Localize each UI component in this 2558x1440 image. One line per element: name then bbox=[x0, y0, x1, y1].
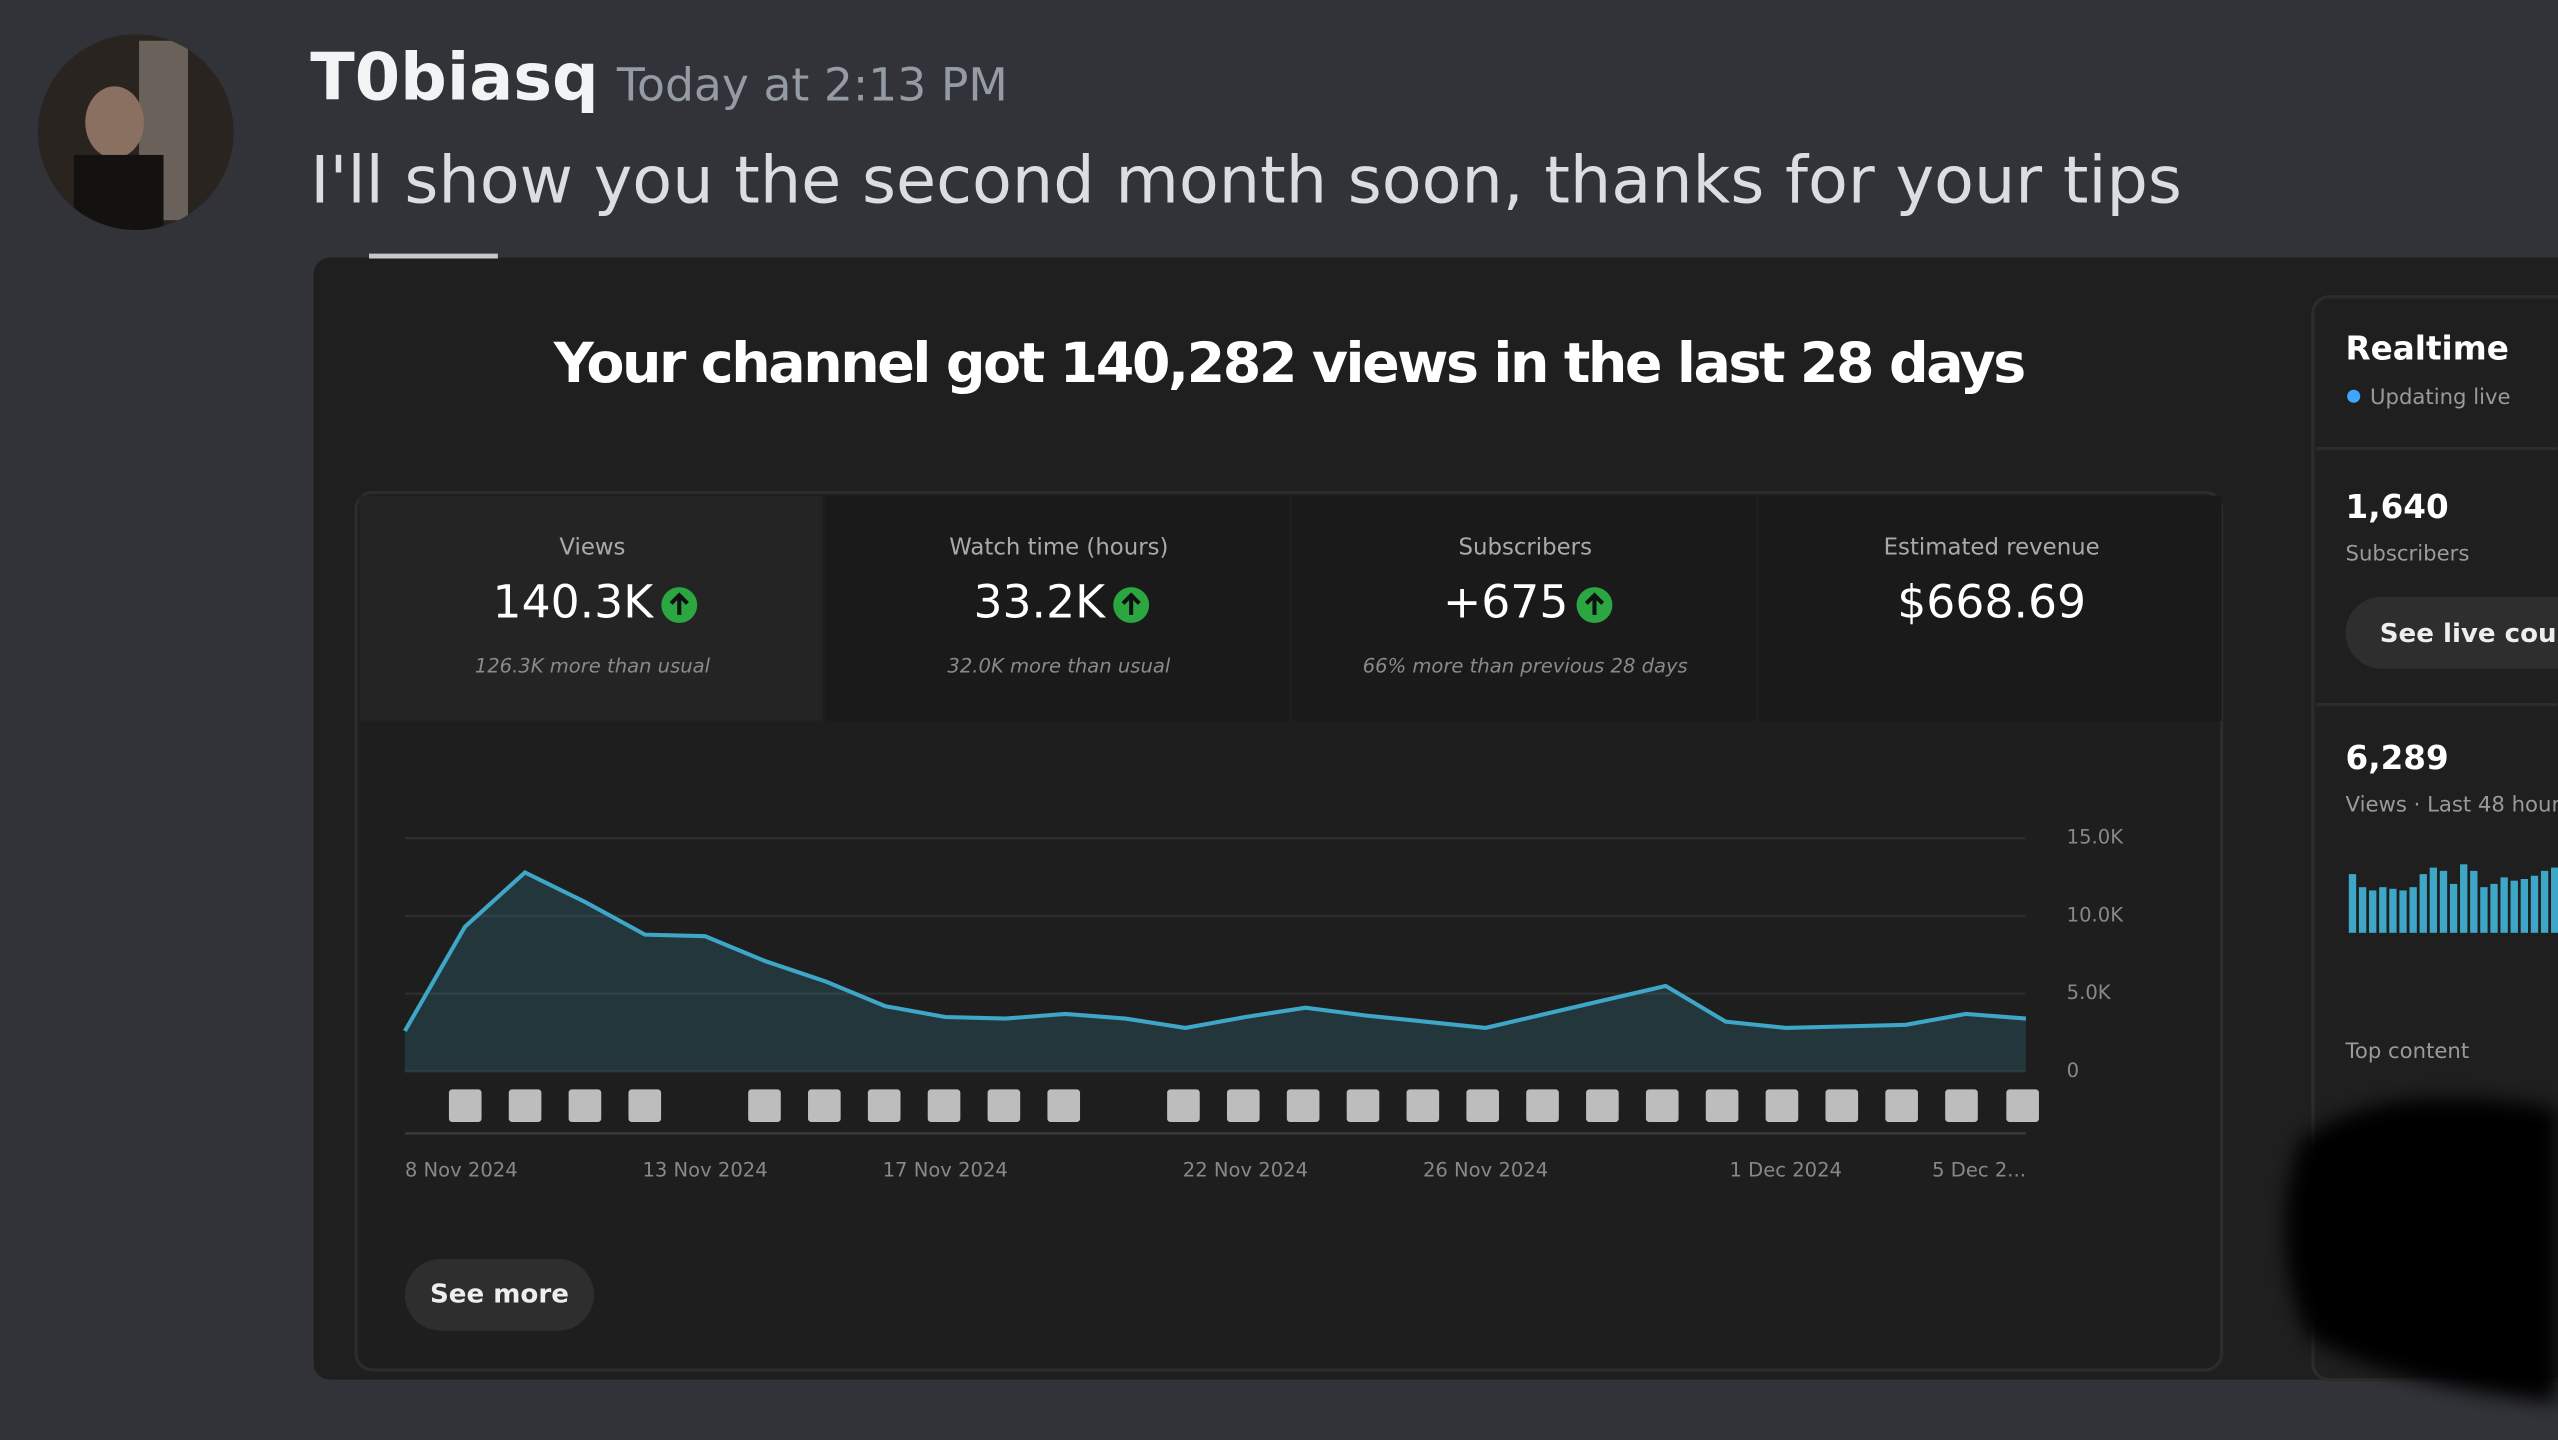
button-label[interactable]: See more bbox=[430, 1279, 569, 1309]
realtime-bar bbox=[2379, 887, 2387, 933]
y-tick-label: 10.0K bbox=[2067, 903, 2125, 926]
realtime-views-label: Views · Last 48 hours bbox=[2346, 792, 2558, 817]
video-marker bbox=[1645, 1089, 1679, 1122]
metric-label: Estimated revenue bbox=[1884, 534, 2100, 560]
x-tick-label: 17 Nov 2024 bbox=[883, 1158, 1008, 1181]
area bbox=[404, 872, 2026, 1072]
metric-value: 140.3K bbox=[493, 576, 655, 629]
trend-arrow bbox=[1121, 592, 1141, 615]
video-marker bbox=[808, 1089, 841, 1122]
realtime-views: 6,289 bbox=[2346, 739, 2449, 777]
video-marker bbox=[568, 1089, 602, 1122]
video-marker bbox=[1705, 1089, 1739, 1122]
realtime-bar bbox=[2449, 883, 2458, 933]
headline: Your channel got 140,282 views in the la… bbox=[553, 332, 2024, 396]
video-marker bbox=[748, 1089, 781, 1122]
username[interactable]: T0biasq bbox=[310, 40, 598, 116]
metric-note: 126.3K more than usual bbox=[475, 654, 711, 677]
video-marker bbox=[987, 1089, 1021, 1122]
realtime-bar bbox=[2369, 890, 2377, 933]
live-count-button[interactable] bbox=[2345, 596, 2558, 669]
video-marker bbox=[1406, 1089, 1440, 1122]
video-marker bbox=[628, 1089, 662, 1122]
realtime-bar bbox=[2439, 870, 2448, 933]
video-marker bbox=[448, 1089, 482, 1122]
metric-tile bbox=[1758, 495, 2222, 721]
realtime-subscribers: 1,640 bbox=[2346, 488, 2449, 526]
trend-arrow bbox=[669, 592, 689, 615]
video-marker bbox=[1765, 1089, 1799, 1122]
x-tick-label: 22 Nov 2024 bbox=[1183, 1158, 1308, 1181]
x-tick-label: 26 Nov 2024 bbox=[1423, 1158, 1548, 1181]
video-marker bbox=[867, 1089, 901, 1122]
video-marker bbox=[1226, 1089, 1260, 1122]
timestamp: Today at 2:13 PM bbox=[616, 59, 1008, 112]
metric-label: Subscribers bbox=[1459, 534, 1592, 560]
x-tick-label: 8 Nov 2024 bbox=[405, 1158, 518, 1181]
metric-tile bbox=[1292, 495, 1756, 721]
video-marker bbox=[1167, 1089, 1200, 1122]
realtime-bar bbox=[2540, 870, 2549, 933]
realtime-bar bbox=[2530, 875, 2539, 933]
video-marker bbox=[927, 1089, 961, 1122]
video-marker bbox=[2006, 1089, 2039, 1122]
realtime-bar bbox=[2409, 887, 2417, 933]
message-text: I'll show you the second month soon, tha… bbox=[310, 142, 2182, 218]
realtime-subscribers-label: Subscribers bbox=[2346, 540, 2470, 565]
redaction bbox=[2285, 1098, 2558, 1403]
x-tick-label: 1 Dec 2024 bbox=[1730, 1158, 1842, 1181]
trend-arrow bbox=[1584, 592, 1605, 615]
y-tick-label: 15.0K bbox=[2067, 826, 2125, 849]
live-count-label[interactable]: See live count bbox=[2380, 619, 2558, 649]
video-marker bbox=[508, 1089, 542, 1122]
x-tick-label: 5 Dec 2... bbox=[1932, 1158, 2026, 1181]
metric-note: 32.0K more than usual bbox=[947, 654, 1170, 677]
top-content: Top content bbox=[2345, 1038, 2470, 1063]
avatar[interactable] bbox=[37, 34, 234, 236]
realtime-bar bbox=[2348, 874, 2357, 933]
video-marker bbox=[1346, 1089, 1380, 1122]
realtime-bar bbox=[2358, 887, 2367, 933]
video-marker bbox=[1586, 1089, 1619, 1122]
metric-tile bbox=[359, 495, 823, 721]
video-marker bbox=[1885, 1089, 1918, 1122]
metric-label: Views bbox=[559, 534, 625, 560]
realtime-bar bbox=[2419, 874, 2427, 933]
y-tick-label: 5.0K bbox=[2067, 981, 2112, 1004]
realtime-bar bbox=[2551, 867, 2558, 933]
video-marker bbox=[1945, 1089, 1978, 1122]
video-marker bbox=[1286, 1089, 1320, 1122]
realtime-bar bbox=[2399, 890, 2407, 933]
live-dot bbox=[2347, 389, 2361, 403]
line bbox=[403, 869, 2027, 1033]
video-marker bbox=[1526, 1089, 1559, 1122]
realtime-bar bbox=[2460, 864, 2468, 933]
video-marker bbox=[1466, 1089, 1499, 1122]
metric-value: $668.69 bbox=[1897, 576, 2086, 629]
realtime-bar bbox=[2429, 867, 2438, 933]
video-marker bbox=[1047, 1089, 1081, 1122]
metric-value: 33.2K bbox=[973, 576, 1106, 629]
metric-label: Watch time (hours) bbox=[949, 534, 1168, 560]
video-marker bbox=[1825, 1089, 1859, 1122]
realtime-bar bbox=[2470, 870, 2478, 933]
metric-tile bbox=[825, 495, 1289, 721]
realtime-bar bbox=[2490, 883, 2498, 933]
metric-note: 66% more than previous 28 days bbox=[1363, 654, 1688, 677]
realtime-bar bbox=[2510, 880, 2518, 933]
button[interactable] bbox=[404, 1258, 595, 1331]
realtime-status: Updating live bbox=[2370, 384, 2511, 409]
metric-value: +675 bbox=[1443, 576, 1568, 629]
y-tick-label: 0 bbox=[2067, 1059, 2079, 1082]
realtime-bar bbox=[2520, 879, 2529, 933]
realtime-bar bbox=[2500, 877, 2508, 933]
x-tick-label: 13 Nov 2024 bbox=[642, 1158, 767, 1181]
realtime-bar bbox=[2480, 887, 2488, 933]
realtime-title: Realtime bbox=[2346, 330, 2509, 368]
realtime-bar bbox=[2389, 888, 2397, 933]
